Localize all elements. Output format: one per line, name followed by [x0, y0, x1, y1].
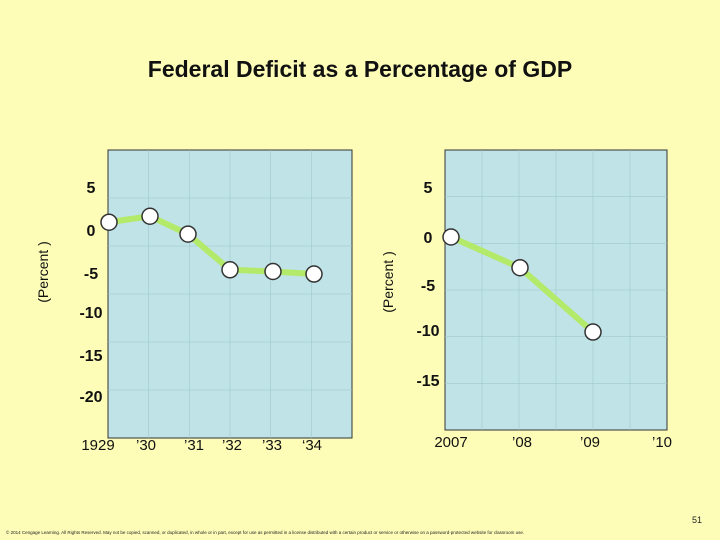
- chart1-ylabel: (Percent ): [35, 241, 51, 302]
- copyright-footer: © 2014 Cengage Learning. All Rights Rese…: [6, 530, 525, 535]
- chart1-xtick-label: ’32: [222, 437, 242, 454]
- chart1-ytick-label: -20: [79, 389, 102, 406]
- chart1-ytick-label: 0: [87, 223, 96, 240]
- chart2-ytick-label: 0: [424, 230, 433, 247]
- chart1-xtick-label: ‘34: [302, 437, 322, 454]
- chart1-data-point: [179, 225, 197, 243]
- chart1-xtick-label: ’31: [184, 437, 204, 454]
- chart1-data-point: [221, 261, 239, 279]
- chart1-data-point: [100, 213, 118, 231]
- chart2-ytick-label: -10: [416, 323, 439, 340]
- chart1-ytick-label: -5: [84, 266, 98, 283]
- chart2-ylabel: (Percent ): [380, 251, 396, 312]
- chart2-data-point: [442, 228, 460, 246]
- chart1-xtick-label: ’30: [136, 437, 156, 454]
- chart2-data-point: [511, 258, 529, 277]
- chart1-data-point: [141, 207, 159, 225]
- chart1-ytick-label: -10: [79, 305, 102, 322]
- chart2-data-point: [584, 323, 602, 341]
- chart1-ytick-label: -15: [79, 348, 102, 365]
- chart-title: Federal Deficit as a Percentage of GDP: [147, 56, 573, 82]
- chart2-xtick-label: 2007: [434, 434, 467, 451]
- chart2-xtick-label: ’09: [580, 434, 600, 451]
- chart2-xtick-label: ’10: [652, 434, 672, 451]
- chart2-ytick-label: -5: [421, 278, 435, 295]
- chart2-ytick-label: -15: [416, 373, 439, 390]
- chart1-data-point: [264, 262, 282, 281]
- chart1-data-point: [305, 265, 323, 283]
- chart1-xtick-label: 1929: [81, 437, 114, 454]
- chart1-xtick-label: ’33: [262, 437, 282, 454]
- page-number: 51: [691, 515, 702, 525]
- chart1-ytick-label: 5: [87, 180, 96, 197]
- chart2-ytick-label: 5: [424, 180, 433, 197]
- chart2-xtick-label: ’08: [512, 434, 532, 451]
